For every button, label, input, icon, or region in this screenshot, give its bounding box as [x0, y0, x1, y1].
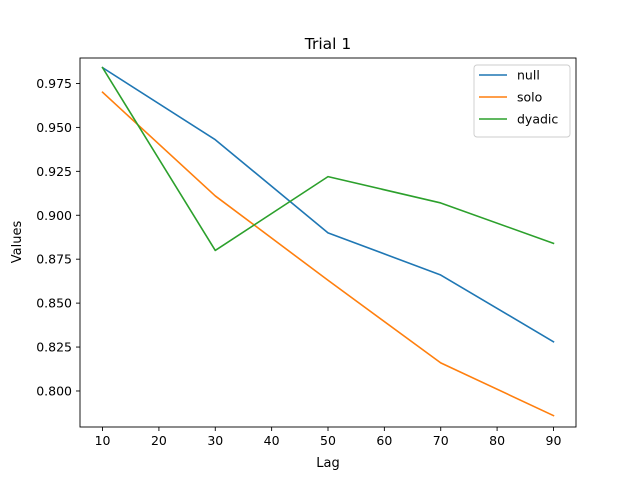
legend: null solo dyadic: [473, 64, 571, 138]
legend-label-dyadic: dyadic: [517, 112, 558, 127]
y-tick-label: 0.925: [36, 164, 72, 179]
x-axis-label: Lag: [316, 456, 339, 471]
x-tick-label: 40: [264, 433, 280, 448]
series-line-solo: [101, 91, 555, 417]
y-tick-label: 0.975: [36, 76, 72, 91]
axes-frame: [79, 57, 577, 428]
plot-area: 10 20 30 40 50 60 70 80 90 0.800 0.825 0.850 0.875 0.…: [36, 57, 577, 448]
x-tick-label: 50: [320, 433, 336, 448]
x-tick-label: 90: [546, 433, 562, 448]
x-tick-label: 10: [95, 433, 111, 448]
y-tick-label: 0.950: [36, 120, 72, 135]
x-tick-label: 30: [207, 433, 223, 448]
chart-title: Trial 1: [304, 35, 351, 53]
x-tick-label: 70: [433, 433, 449, 448]
y-tick-label: 0.825: [36, 340, 72, 355]
x-tick-label: 80: [489, 433, 505, 448]
x-tick-label: 60: [376, 433, 392, 448]
legend-label-solo: solo: [517, 90, 542, 105]
x-tick-label: 20: [151, 433, 167, 448]
series-line-null: [101, 66, 555, 343]
series-line-dyadic: [101, 66, 555, 252]
y-tick-label: 0.850: [36, 296, 72, 311]
y-tick-label: 0.800: [36, 383, 72, 398]
legend-label-null: null: [517, 68, 540, 83]
y-axis-label: Values: [10, 221, 25, 264]
y-tick-label: 0.875: [36, 252, 72, 267]
y-tick-label: 0.900: [36, 208, 72, 223]
